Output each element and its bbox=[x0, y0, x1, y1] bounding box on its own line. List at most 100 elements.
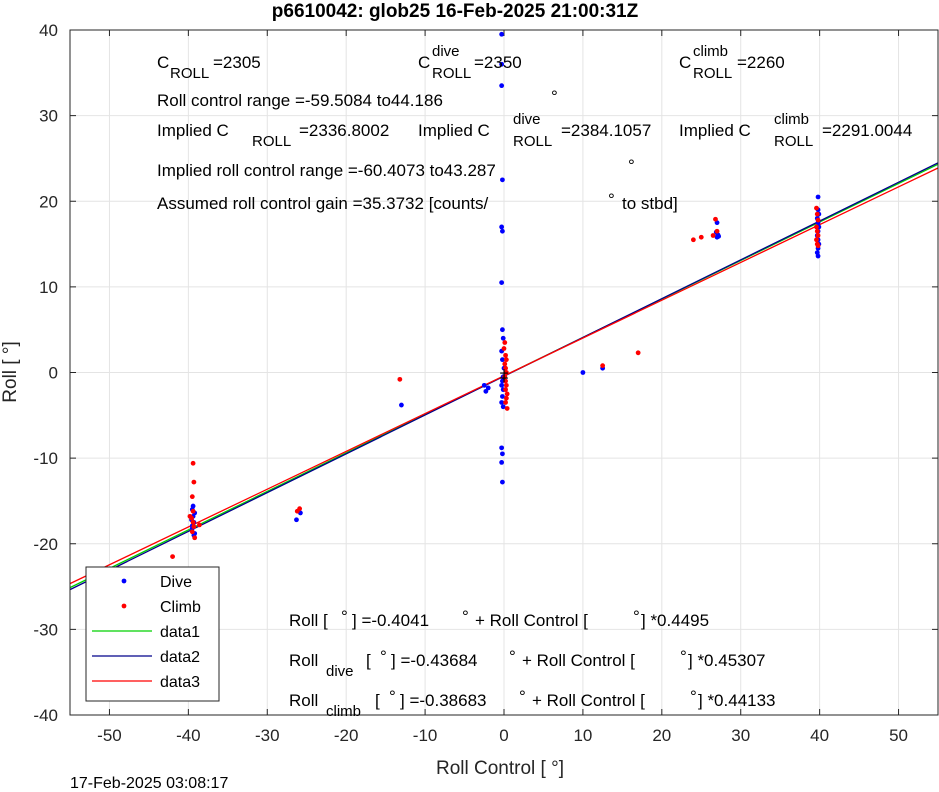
svg-text:+ Roll Control [: + Roll Control [ bbox=[532, 691, 645, 710]
svg-text:] *0.45307: ] *0.45307 bbox=[688, 651, 766, 670]
y-tick-label: 10 bbox=[39, 278, 58, 297]
annotation-implied-range: Implied roll control range =-60.4073 to4… bbox=[157, 161, 496, 180]
data-point-climb bbox=[503, 378, 508, 384]
x-tick-label: 30 bbox=[731, 726, 750, 745]
svg-text:°: ° bbox=[633, 607, 640, 626]
data-point-climb bbox=[503, 387, 508, 393]
svg-text:=2336.8002: =2336.8002 bbox=[299, 121, 389, 140]
data-point-climb bbox=[635, 350, 641, 356]
timestamp: 17-Feb-2025 03:08:17 bbox=[70, 775, 228, 792]
data-point-climb bbox=[197, 522, 202, 528]
y-tick-label: -40 bbox=[33, 706, 58, 725]
data-point-dive bbox=[500, 394, 505, 399]
degree-marker: ° bbox=[628, 156, 635, 175]
degree-marker: ° bbox=[551, 87, 558, 106]
svg-text:C: C bbox=[418, 53, 430, 72]
data-point-climb bbox=[170, 554, 175, 559]
data-point-dive bbox=[190, 503, 196, 509]
data-point-climb bbox=[814, 211, 820, 217]
svg-text:dive: dive bbox=[326, 663, 354, 680]
svg-text:°: ° bbox=[690, 687, 697, 706]
data-point-dive bbox=[499, 460, 505, 465]
data-point-dive bbox=[815, 253, 821, 259]
data-point-dive bbox=[716, 233, 722, 239]
svg-text:Implied C: Implied C bbox=[418, 121, 490, 140]
svg-text:=2384.1057: =2384.1057 bbox=[561, 121, 651, 140]
svg-text:°: ° bbox=[389, 687, 396, 706]
data-point-dive bbox=[481, 382, 487, 388]
data-point-dive bbox=[815, 194, 821, 200]
x-tick-label: -40 bbox=[176, 726, 201, 745]
data-point-climb bbox=[600, 363, 606, 369]
data-point-climb bbox=[710, 233, 716, 238]
svg-text:=2260: =2260 bbox=[737, 53, 785, 72]
data-point-dive bbox=[500, 404, 506, 410]
x-tick-label: 10 bbox=[573, 726, 592, 745]
data-point-dive bbox=[500, 228, 505, 234]
data-point-dive bbox=[499, 382, 505, 388]
svg-text:C: C bbox=[157, 53, 169, 72]
svg-text:climb: climb bbox=[774, 111, 809, 128]
annotation-c-roll-climb: C climb ROLL =2260 bbox=[679, 43, 785, 82]
x-tick-label: -20 bbox=[334, 726, 359, 745]
data-point-dive bbox=[499, 31, 505, 37]
data-point-dive bbox=[399, 402, 404, 408]
annotation-implied-c-roll: Implied C ROLL =2336.8002 bbox=[157, 121, 389, 150]
x-tick-label: 0 bbox=[499, 726, 508, 745]
data-point-climb bbox=[690, 237, 696, 243]
x-tick-label: 50 bbox=[889, 726, 908, 745]
svg-text:dive: dive bbox=[513, 111, 541, 128]
data-point-dive bbox=[499, 445, 505, 451]
data-point-dive bbox=[499, 83, 505, 89]
data-point-climb bbox=[297, 506, 303, 512]
legend-swatch-climb bbox=[121, 603, 127, 609]
data-point-dive bbox=[500, 357, 505, 363]
svg-text:ROLL: ROLL bbox=[774, 133, 813, 150]
data-point-climb bbox=[815, 243, 821, 249]
annotation-implied-c-roll-climb: Implied C climb ROLL =2291.0044 bbox=[679, 111, 912, 150]
data-point-climb bbox=[502, 340, 508, 345]
svg-text:] *0.4495: ] *0.4495 bbox=[641, 611, 709, 630]
y-tick-label: 40 bbox=[39, 21, 58, 40]
data-point-climb bbox=[190, 508, 196, 514]
data-point-climb bbox=[502, 374, 508, 380]
svg-text:ROLL: ROLL bbox=[513, 133, 552, 150]
data-point-climb bbox=[191, 524, 197, 530]
data-point-dive bbox=[500, 327, 505, 333]
data-point-climb bbox=[503, 382, 509, 388]
y-tick-label: -30 bbox=[33, 620, 58, 639]
svg-text:°: ° bbox=[380, 647, 387, 666]
annotation-fit-climb: Roll climb [ ° ] =-0.38683 ° + Roll Cont… bbox=[289, 687, 776, 720]
x-tick-label: 20 bbox=[652, 726, 671, 745]
data-point-climb bbox=[192, 535, 198, 541]
svg-text:°: ° bbox=[680, 647, 687, 666]
data-point-climb bbox=[504, 391, 510, 397]
svg-text:climb: climb bbox=[693, 43, 728, 60]
svg-text:=2305: =2305 bbox=[213, 53, 261, 72]
svg-text:Implied C: Implied C bbox=[679, 121, 751, 140]
svg-text:C: C bbox=[679, 53, 691, 72]
data-point-climb bbox=[190, 460, 196, 466]
data-point-climb bbox=[503, 352, 508, 358]
y-tick-label: -10 bbox=[33, 449, 58, 468]
svg-text:] =-0.4041: ] =-0.4041 bbox=[352, 611, 429, 630]
data-point-climb bbox=[503, 365, 508, 371]
svg-text:ROLL: ROLL bbox=[252, 133, 291, 150]
svg-text:Implied C: Implied C bbox=[157, 121, 229, 140]
data-point-climb bbox=[814, 237, 819, 243]
data-point-climb bbox=[814, 228, 820, 234]
legend-label-data3: data3 bbox=[160, 674, 200, 691]
data-point-dive bbox=[500, 335, 506, 341]
data-point-climb bbox=[501, 346, 507, 351]
svg-text:+ Roll Control [: + Roll Control [ bbox=[522, 651, 635, 670]
svg-text:ROLL: ROLL bbox=[170, 65, 209, 82]
svg-text:°: ° bbox=[341, 607, 348, 626]
svg-text:[: [ bbox=[366, 651, 371, 670]
legend: Dive Climb data1 data2 data3 bbox=[85, 566, 220, 702]
svg-text:°: ° bbox=[519, 687, 526, 706]
data-point-climb bbox=[503, 395, 509, 401]
svg-text:[: [ bbox=[375, 691, 380, 710]
chart-title: p6610042: glob25 16-Feb-2025 21:00:31Z bbox=[272, 1, 639, 22]
legend-swatch-dive bbox=[121, 578, 127, 584]
